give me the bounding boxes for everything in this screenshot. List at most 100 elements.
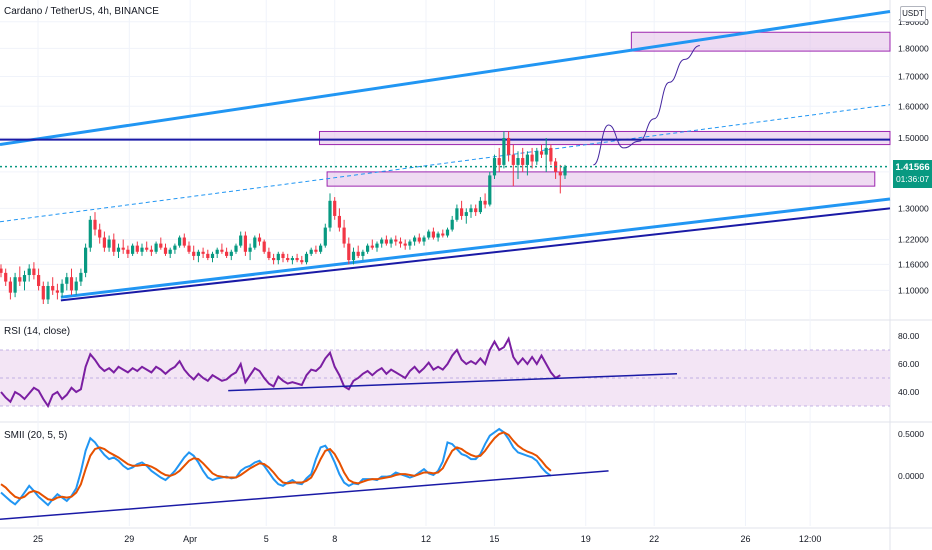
candle-body (206, 253, 210, 259)
price-tick-label: 1.80000 (898, 43, 929, 53)
candle-body (159, 243, 163, 248)
candle-body (309, 249, 313, 254)
candle-body (450, 219, 454, 230)
candle-body (69, 277, 74, 291)
rsi-tick-label: 60.00 (898, 359, 920, 369)
candle-body (492, 158, 497, 176)
price-tick-label: 1.50000 (898, 133, 929, 143)
smi-trendline (0, 470, 609, 521)
candle-body (276, 253, 280, 261)
candle-body (370, 245, 374, 248)
candle-body (121, 247, 125, 250)
candle-body (304, 253, 309, 263)
time-tick-label: 12:00 (799, 534, 822, 544)
price-tick-label: 1.30000 (898, 203, 929, 213)
candle-body (507, 137, 511, 155)
candle-body (239, 235, 243, 246)
candle-body (483, 200, 487, 205)
candle-body (4, 272, 8, 282)
candle-body (502, 137, 506, 165)
price-tick-label: 1.16000 (898, 259, 929, 269)
candle-body (182, 237, 186, 246)
projection-path (593, 45, 700, 166)
smi-pane[interactable] (0, 427, 609, 521)
last-price-value: 1.41566 (895, 162, 930, 173)
time-tick-label: 22 (649, 534, 659, 544)
candle-body (366, 245, 370, 252)
candle-body (145, 247, 149, 250)
candle-body (27, 268, 31, 276)
candle-body (455, 208, 459, 220)
time-tick-label: 19 (581, 534, 591, 544)
mid-channel-dashed-line (0, 104, 891, 223)
candle-body (413, 237, 417, 242)
candle-body (286, 258, 290, 261)
price-tick-label: 1.22000 (898, 235, 929, 245)
candle-body (140, 247, 144, 252)
candle-body (342, 227, 346, 244)
candle-body (173, 245, 177, 250)
time-tick-label: Apr (183, 534, 197, 544)
candle-body (558, 171, 562, 176)
candle-body (351, 251, 356, 261)
currency-button[interactable]: USDT (900, 6, 926, 22)
candle-body (539, 151, 544, 155)
candle-body (375, 243, 379, 248)
candle-body (300, 260, 304, 263)
candle-body (41, 285, 45, 300)
candle-body (149, 249, 153, 252)
time-axis[interactable]: 25 29 Apr 5 8 12 15 19 22 26 12:00 (33, 534, 821, 544)
candle-body (154, 243, 158, 252)
supply-demand-zone (318, 130, 891, 146)
candle-body (417, 237, 421, 242)
candle-body (337, 215, 341, 228)
candle-body (403, 243, 407, 246)
candle-body (474, 208, 478, 213)
candle-body (13, 277, 17, 293)
candle-body (333, 200, 337, 216)
candle-body (74, 281, 78, 291)
candle-body (107, 239, 111, 248)
candle-body (464, 212, 468, 216)
candle-body (201, 251, 205, 254)
candle-body (18, 277, 22, 282)
candle-body (398, 241, 403, 244)
smi-tick-label: 0.0000 (898, 471, 924, 481)
time-tick-label: 5 (264, 534, 269, 544)
candle-body (215, 249, 219, 254)
candle-body (328, 200, 332, 228)
candle-body (319, 245, 323, 252)
candle-body (234, 245, 238, 252)
smi-tick-label: 0.5000 (898, 429, 924, 439)
candle-body (65, 277, 69, 284)
candle-body (37, 275, 41, 286)
price-pane[interactable] (0, 10, 891, 305)
rsi-trendline (228, 373, 678, 392)
candle-body (347, 243, 351, 261)
candle-body (445, 229, 450, 236)
candle-body (521, 158, 525, 165)
smi-line (0, 427, 552, 507)
candle-body (51, 285, 55, 291)
rsi-pane[interactable] (0, 336, 890, 409)
candle-body (295, 258, 299, 261)
candle-body (192, 251, 196, 256)
candle-body (112, 239, 116, 252)
candle-body (102, 237, 106, 248)
time-tick-label: 12 (421, 534, 431, 544)
candle-body (257, 237, 262, 242)
candle-body (408, 241, 412, 246)
candle-body (225, 251, 229, 256)
symbol-title: Cardano / TetherUS, 4h, BINANCE (4, 6, 159, 17)
supply-demand-zone (326, 171, 876, 187)
candle-body (229, 251, 233, 256)
candle-body (478, 200, 482, 213)
smi-label: SMII (20, 5, 5) (4, 430, 68, 441)
candle-body (243, 235, 247, 252)
lower-channel-line-light (60, 197, 891, 299)
candle-body (356, 251, 360, 256)
candle-body (530, 154, 534, 162)
time-tick-label: 29 (124, 534, 134, 544)
